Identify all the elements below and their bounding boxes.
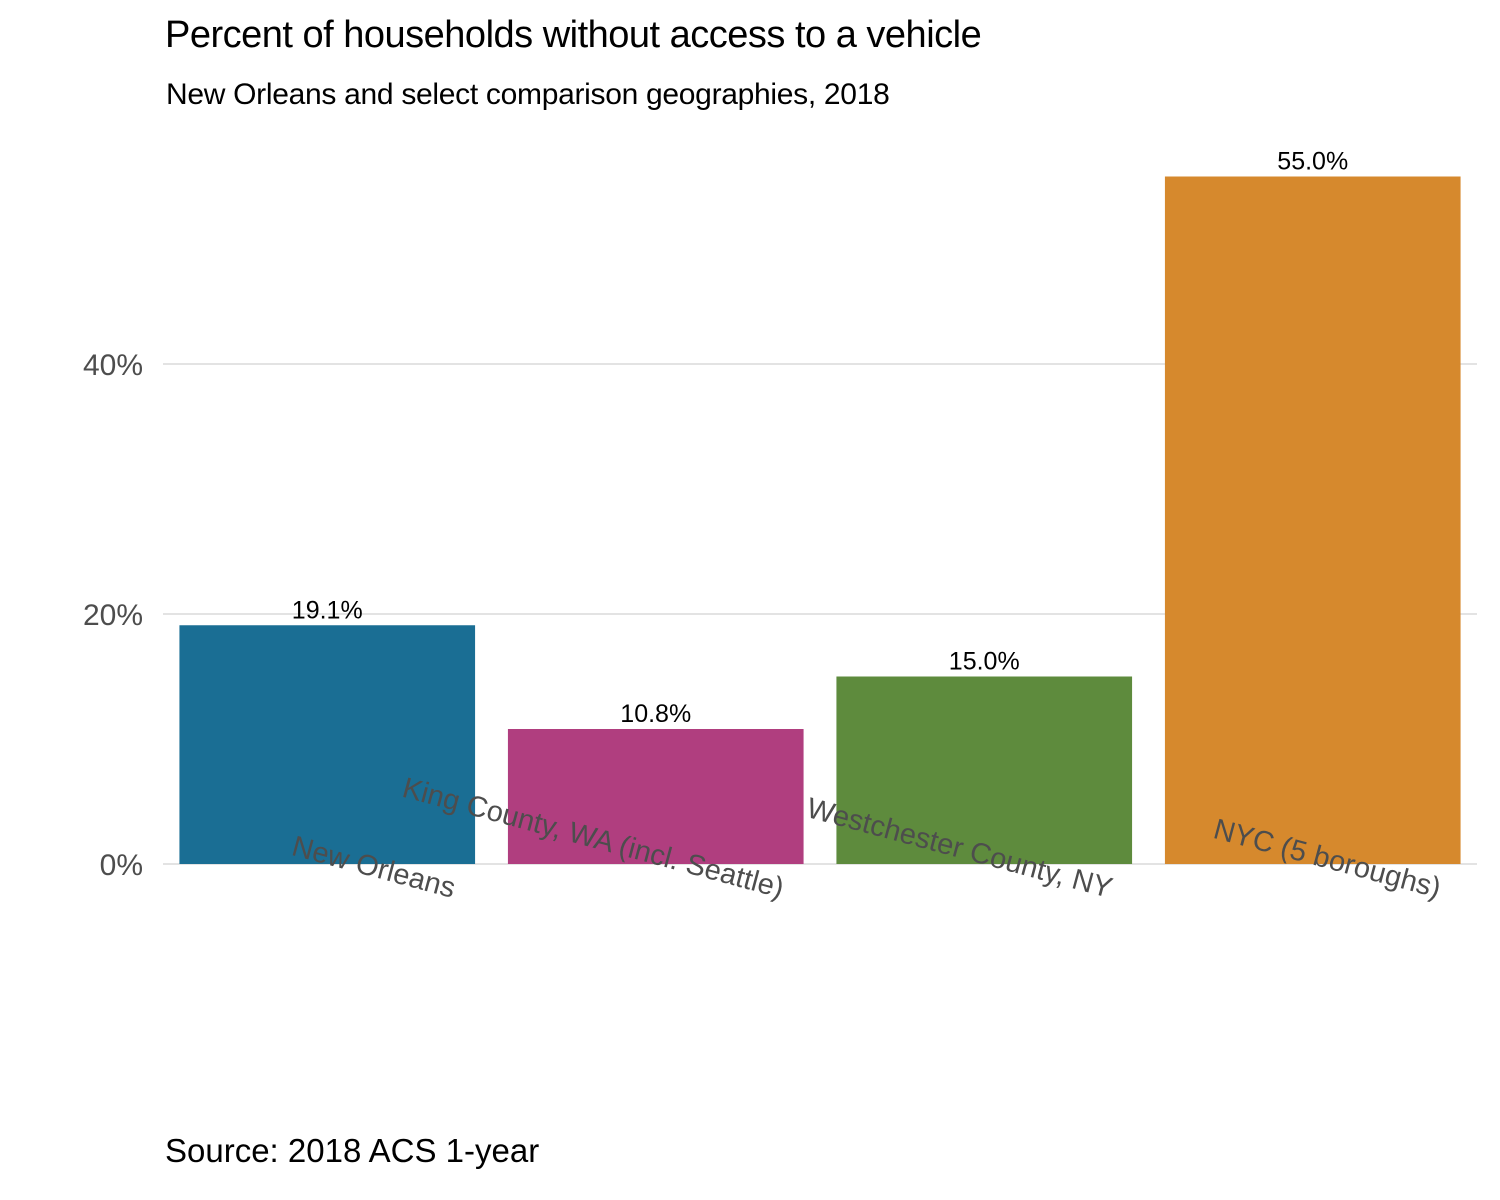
y-tick-label: 40% (83, 349, 143, 382)
y-axis-ticks: 0% 20% 40% (83, 349, 143, 882)
bar (1164, 176, 1461, 864)
bars (179, 176, 1461, 864)
data-labels: 19.1% 10.8% 15.0% 55.0% (292, 148, 1348, 729)
y-tick-label: 0% (100, 849, 143, 882)
data-label: 19.1% (292, 596, 363, 624)
y-tick-label: 20% (83, 599, 143, 632)
chart-caption: Source: 2018 ACS 1-year (165, 1132, 540, 1169)
bar (507, 729, 804, 864)
data-label: 55.0% (1277, 148, 1348, 176)
chart-title: Percent of households without access to … (165, 14, 982, 56)
data-label: 15.0% (949, 648, 1020, 676)
chart-subtitle: New Orleans and select comparison geogra… (166, 78, 890, 111)
bar (836, 676, 1133, 864)
bar (179, 625, 476, 864)
data-label: 10.8% (620, 700, 691, 728)
